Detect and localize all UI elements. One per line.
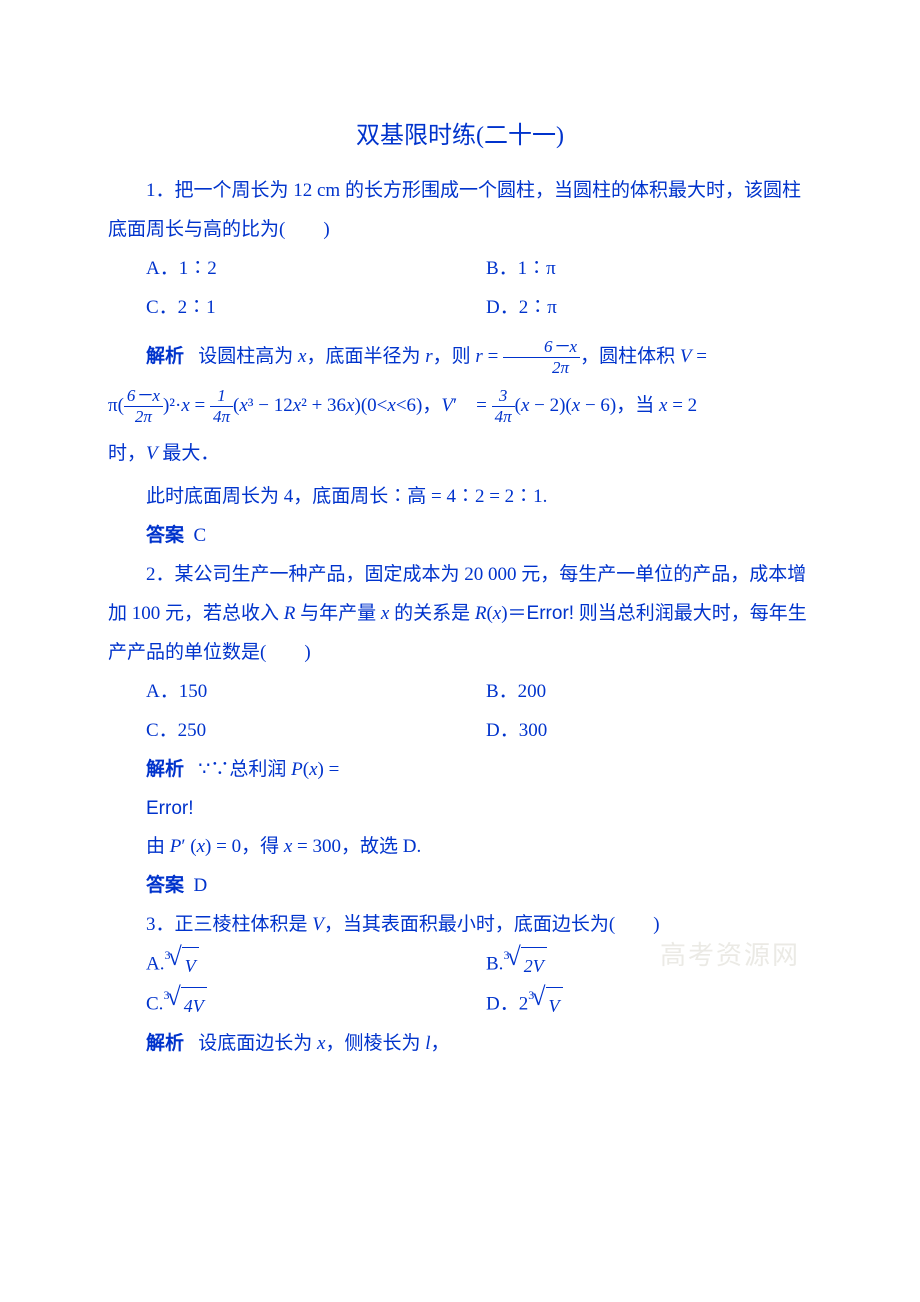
q2-solution-line2: 由 P′ (x) = 0，得 x = 300，故选 D. bbox=[108, 828, 812, 867]
watermark-text: 高考资源网 bbox=[660, 935, 800, 972]
q1-answer: 答案 C bbox=[108, 517, 812, 556]
q1-solution-line1: 解析 设圆柱高为 x，底面半径为 r，则 r = 6－x2π，圆柱体积 V = bbox=[108, 336, 812, 379]
q1-optD: D．2∶π bbox=[486, 289, 812, 328]
q2-options-row1: A．150 B．200 bbox=[108, 673, 812, 712]
q2-optA: A．150 bbox=[146, 673, 486, 712]
q2-text: 2．某公司生产一种产品，固定成本为 20 000 元，每生产一单位的产品，成本增… bbox=[108, 556, 812, 673]
q2-optD: D．300 bbox=[486, 712, 812, 751]
q1-solution-line2: π(6－x2π)²·x = 14π(x³ − 12x² + 36x)(0<x<6… bbox=[108, 385, 812, 428]
q3-optD: D．23√V bbox=[486, 985, 812, 1025]
q1-optC: C．2∶1 bbox=[146, 289, 486, 328]
q3-solution-line1: 解析 设底面边长为 x，侧棱长为 l， bbox=[108, 1025, 812, 1064]
q1-solution-line4: 此时底面周长为 4，底面周长∶高 = 4∶2 = 2∶1. bbox=[108, 478, 812, 517]
q2-optB: B．200 bbox=[486, 673, 812, 712]
q1-optB: B．1∶π bbox=[486, 250, 812, 289]
q3-optA: A.3√V bbox=[146, 945, 486, 985]
q1-text: 1．把一个周长为 12 cm 的长方形围成一个圆柱，当圆柱的体积最大时，该圆柱底… bbox=[108, 172, 812, 250]
q2-solution-line1: 解析 ∵∵总利润 P(x) = bbox=[108, 751, 812, 790]
q1-options-row2: C．2∶1 D．2∶π bbox=[108, 289, 812, 328]
q2-answer: 答案 D bbox=[108, 867, 812, 906]
q2-error-line: Error! bbox=[108, 790, 812, 829]
q1-solution-line3: 时，V 最大． bbox=[108, 433, 812, 476]
q1-optA: A．1∶2 bbox=[146, 250, 486, 289]
solution-label: 解析 bbox=[146, 346, 184, 367]
q3-options-row2: C.3√4V D．23√V bbox=[108, 985, 812, 1025]
q2-options-row2: C．250 D．300 bbox=[108, 712, 812, 751]
q3-optC: C.3√4V bbox=[146, 985, 486, 1025]
q1-options-row1: A．1∶2 B．1∶π bbox=[108, 250, 812, 289]
q2-optC: C．250 bbox=[146, 712, 486, 751]
page-title: 双基限时练(二十一) bbox=[108, 115, 812, 150]
